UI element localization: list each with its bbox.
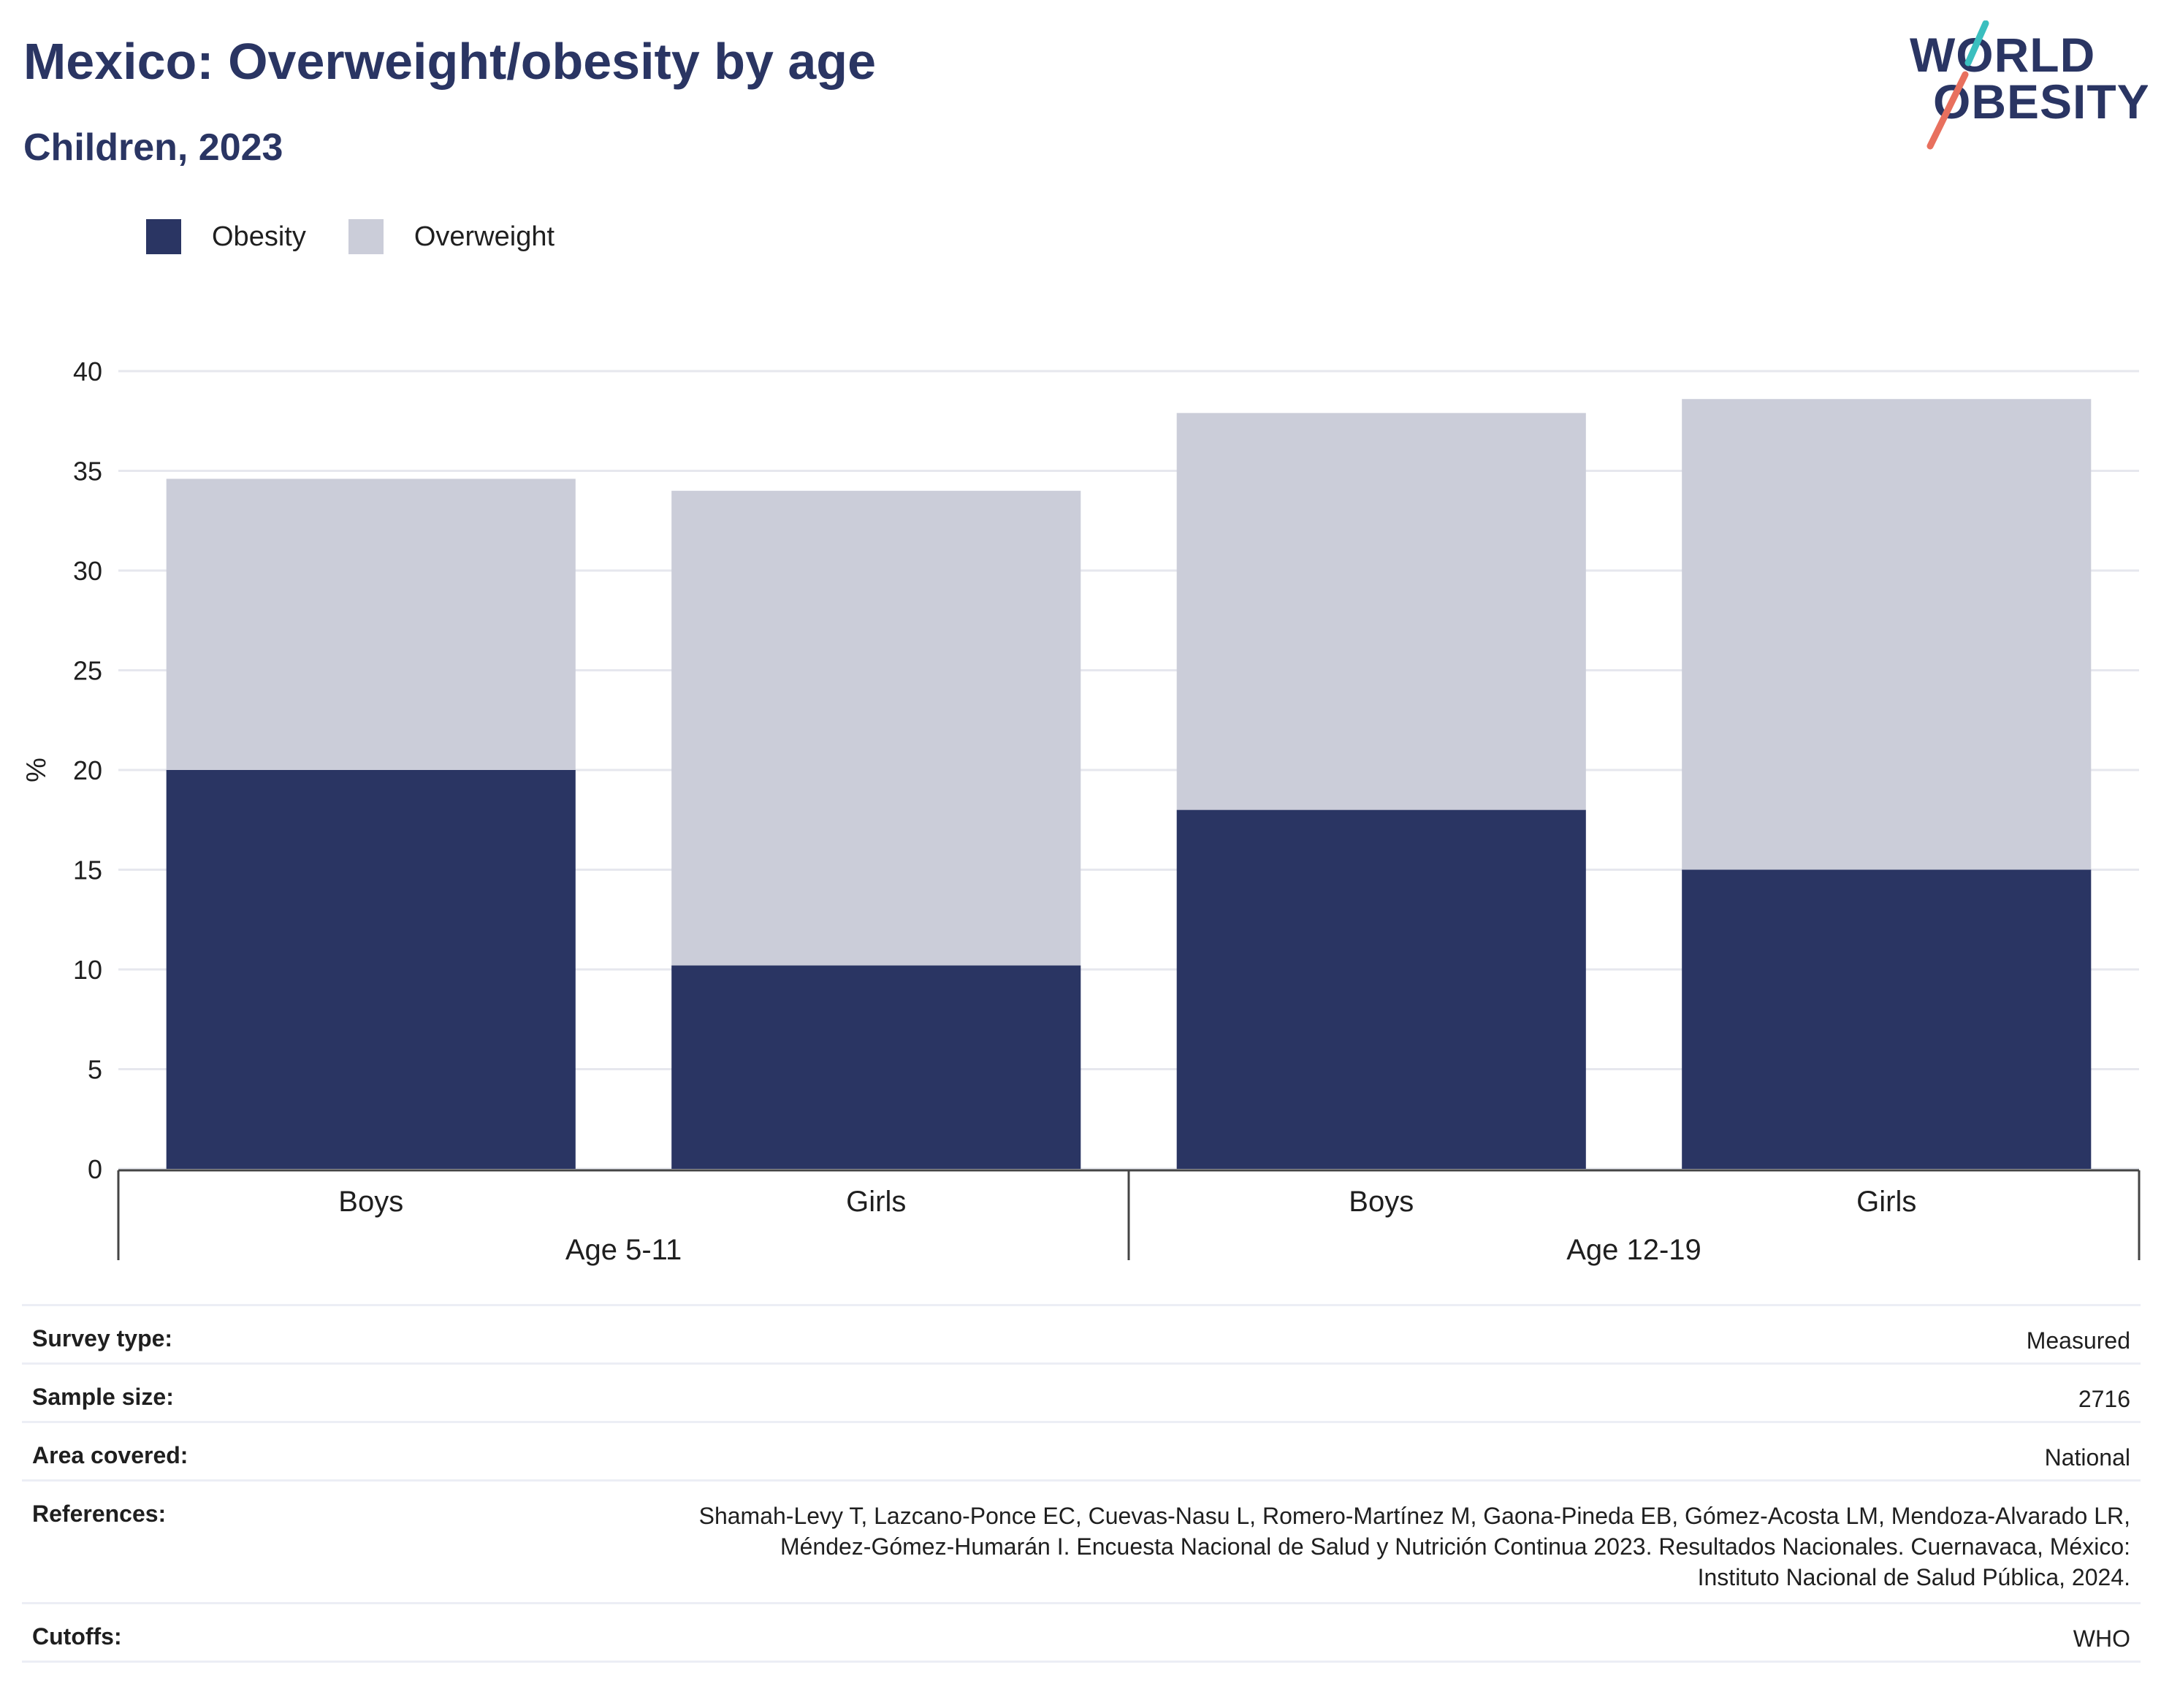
logo-line-obesity: OBESITY	[1933, 75, 2148, 129]
x-tick-label: Girls	[1856, 1186, 1916, 1218]
y-tick-label: 40	[73, 357, 102, 386]
y-tick-label: 0	[88, 1154, 102, 1184]
x-tick-label: Boys	[1349, 1186, 1414, 1218]
bar-overweight-4	[1682, 399, 2092, 870]
bar-overweight-2	[671, 490, 1081, 966]
legend-swatch-obesity	[146, 219, 181, 254]
bar-obesity-3	[1176, 809, 1586, 1169]
y-axis-title: %	[21, 758, 52, 782]
meta-value: National	[431, 1421, 2141, 1481]
x-tick-label: Girls	[846, 1186, 906, 1218]
meta-row-references: References: Shamah-Levy T, Lazcano-Ponce…	[22, 1479, 2141, 1604]
y-tick-label: 25	[73, 656, 102, 686]
reference-line: Shamah-Levy T, Lazcano-Ponce EC, Cuevas-…	[698, 1503, 2130, 1529]
chart-title: Mexico: Overweight/obesity by age	[23, 33, 876, 90]
meta-row-cutoffs: Cutoffs: WHO	[22, 1602, 2141, 1663]
meta-row-survey-type: Survey type: Measured	[22, 1304, 2141, 1364]
x-tick-label: Boys	[338, 1186, 403, 1218]
logo-line-world: WORLD	[1910, 28, 2095, 82]
chart-legend: Obesity Overweight	[146, 218, 597, 256]
bar-overweight-3	[1176, 413, 1586, 810]
meta-row-area-covered: Area covered: National	[22, 1421, 2141, 1481]
meta-value: WHO	[431, 1602, 2141, 1663]
x-group-label: Age 5-11	[565, 1234, 682, 1266]
meta-value: Measured	[431, 1304, 2141, 1364]
y-tick-label: 30	[73, 556, 102, 586]
legend-item-obesity[interactable]: Obesity	[146, 219, 306, 254]
y-tick-label: 5	[88, 1055, 102, 1085]
y-tick-label: 20	[73, 755, 102, 785]
bar-overweight-1	[166, 479, 576, 770]
y-tick-label: 10	[73, 955, 102, 985]
meta-key: Cutoffs:	[22, 1602, 431, 1663]
meta-row-sample-size: Sample size: 2716	[22, 1362, 2141, 1422]
meta-key: Survey type:	[22, 1304, 431, 1364]
reference-line: Méndez-Gómez-Humarán I. Encuesta Naciona…	[780, 1533, 2130, 1560]
meta-value: Shamah-Levy T, Lazcano-Ponce EC, Cuevas-…	[431, 1479, 2141, 1604]
reference-line: Instituto Nacional de Salud Pública, 202…	[1697, 1564, 2130, 1590]
legend-swatch-overweight	[348, 219, 384, 254]
y-tick-label: 15	[73, 855, 102, 885]
meta-value: 2716	[431, 1362, 2141, 1422]
meta-key: References:	[22, 1479, 431, 1604]
legend-item-overweight[interactable]: Overweight	[348, 219, 554, 254]
meta-key: Sample size:	[22, 1362, 431, 1422]
stacked-bar-chart: 0 5 10 15 20 25 30 35 40% Boys Girls Boys Girls Age 5…	[21, 357, 2141, 1266]
bar-obesity-1	[166, 770, 576, 1169]
y-tick-label: 35	[73, 457, 102, 487]
chart-subtitle: Children, 2023	[23, 126, 283, 169]
legend-label-obesity: Obesity	[212, 221, 306, 252]
survey-metadata-table: Survey type: Measured Sample size: 2716 …	[22, 1304, 2141, 1663]
x-group-label: Age 12-19	[1566, 1234, 1701, 1266]
legend-label-overweight: Overweight	[413, 221, 555, 252]
bar-obesity-2	[671, 965, 1081, 1169]
meta-key: Area covered:	[22, 1421, 431, 1481]
world-obesity-logo: WORLD OBESITY	[1910, 20, 2148, 150]
bar-obesity-4	[1682, 869, 2092, 1169]
